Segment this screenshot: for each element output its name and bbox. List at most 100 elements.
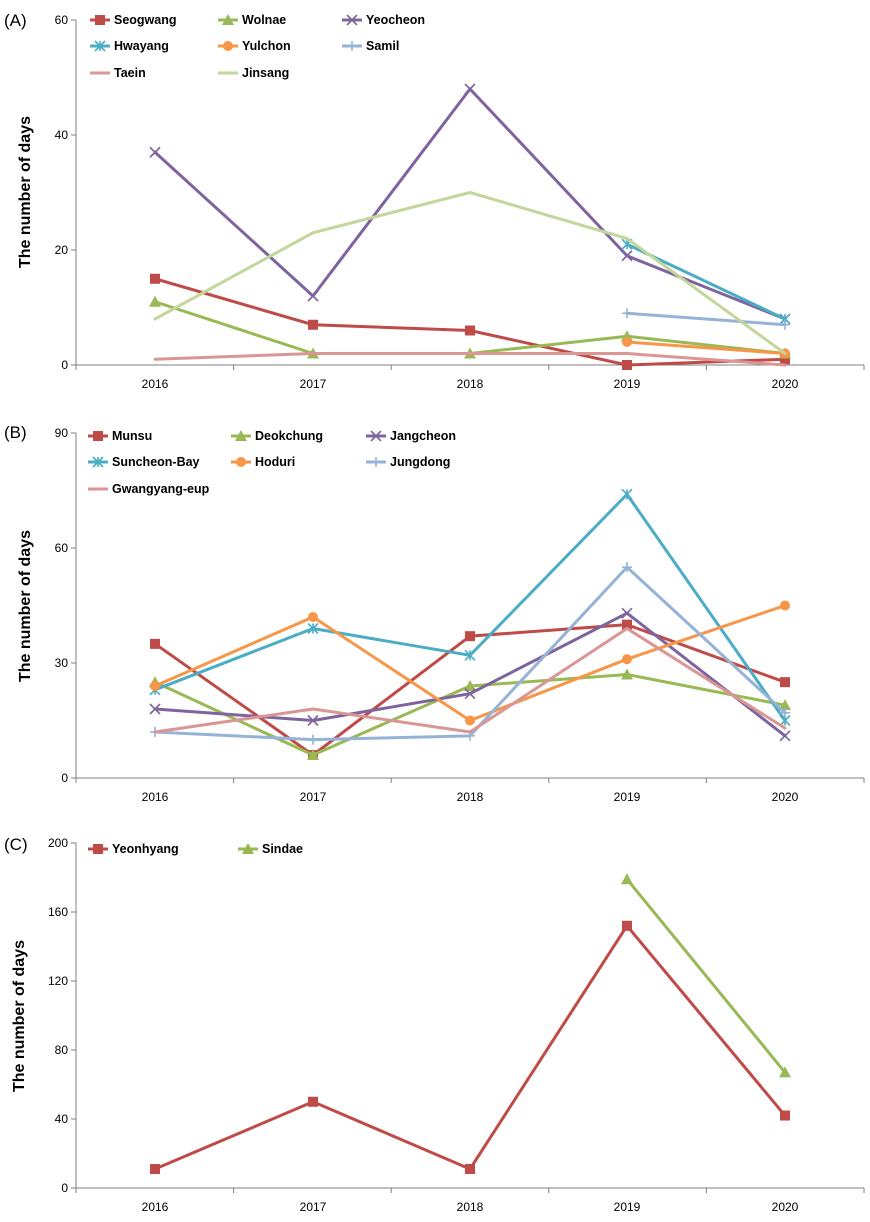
legend-label-deokchung: Deokchung xyxy=(255,429,323,443)
data-point-munsu xyxy=(780,677,790,688)
series-line-jinsang xyxy=(153,191,787,355)
series-seogwang xyxy=(150,273,790,370)
data-point-munsu xyxy=(150,638,160,649)
data-point-sindae xyxy=(621,873,633,885)
panel-c-y-tick-label: 80 xyxy=(55,1043,69,1057)
series-hoduri xyxy=(150,600,790,726)
panel-a-plot-area xyxy=(71,14,865,370)
data-point-seogwang xyxy=(150,273,160,284)
data-point-hoduri xyxy=(308,612,318,622)
legend-label-sindae: Sindae xyxy=(262,842,303,856)
legend-label-jangcheon: Jangcheon xyxy=(390,429,456,443)
legend-marker-seogwang xyxy=(95,15,105,25)
data-point-yeocheon xyxy=(621,250,633,262)
data-point-suncheon-bay xyxy=(307,622,319,635)
panel-c-y-tick-label: 0 xyxy=(61,1181,68,1195)
data-point-jangcheon xyxy=(621,607,633,619)
legend-marker-sindae xyxy=(242,843,254,854)
legend-label-wolnae: Wolnae xyxy=(242,13,286,27)
legend-label-hwayang: Hwayang xyxy=(114,39,169,53)
panel-b-label: (B) xyxy=(4,423,27,442)
series-line-yeonhyang xyxy=(153,924,787,1171)
data-point-jangcheon xyxy=(779,730,791,742)
panel-c: (C) The number of days 0 40 80 120 160 2… xyxy=(4,835,865,1214)
legend-marker-wolnae xyxy=(222,14,234,25)
data-point-yeonhyang xyxy=(622,920,632,931)
legend-label-hoduri: Hoduri xyxy=(255,455,295,469)
panel-c-y-tick-label: 160 xyxy=(48,905,68,919)
panel-b-plot-area xyxy=(71,430,865,783)
data-point-yeocheon xyxy=(464,83,476,95)
panel-c-x-tick-label: 2016 xyxy=(142,1200,169,1214)
data-point-seogwang xyxy=(622,360,632,370)
data-point-yeonhyang xyxy=(308,1096,318,1107)
legend-marker-hoduri xyxy=(236,457,246,467)
data-point-munsu xyxy=(622,619,632,630)
panel-c-x-tick-label: 2018 xyxy=(457,1200,484,1214)
series-deokchung xyxy=(149,668,791,760)
data-point-jungdong xyxy=(780,707,790,718)
data-point-hoduri xyxy=(150,681,160,691)
data-point-jangcheon xyxy=(307,714,319,727)
panel-b-legend: Munsu Deokchung Jangcheon Suncheon-Bay H… xyxy=(112,429,456,496)
panel-c-y-axis-title: The number of days xyxy=(11,940,28,1092)
data-point-yeocheon xyxy=(307,290,319,302)
data-point-hoduri xyxy=(465,715,475,726)
data-point-seogwang xyxy=(465,325,475,336)
data-point-wolnae xyxy=(149,295,161,307)
data-point-deokchung xyxy=(307,749,319,760)
legend-marker-jangcheon xyxy=(370,430,382,442)
panel-b-x-tick-label: 2019 xyxy=(614,790,641,804)
panel-b-x-tick-label: 2017 xyxy=(300,790,327,804)
panel-b-y-tick-label: 90 xyxy=(55,426,69,440)
series-yulchon xyxy=(622,337,790,359)
data-point-seogwang xyxy=(308,319,318,330)
panel-b-x-tick-label: 2020 xyxy=(772,790,799,804)
series-jinsang xyxy=(153,191,787,355)
panel-b-x-tick-label: 2018 xyxy=(457,790,484,804)
data-point-hoduri xyxy=(780,600,790,611)
legend-marker-deokchung xyxy=(235,430,247,441)
panel-c-plot-area xyxy=(71,842,865,1193)
data-point-jungdong xyxy=(622,562,632,573)
legend-marker-hwayang xyxy=(94,40,106,52)
panel-c-label: (C) xyxy=(4,835,28,854)
panel-c-y-tick-label: 40 xyxy=(55,1112,69,1126)
panel-a: (A) The number of days 0 20 40 60 2016 2… xyxy=(4,11,865,391)
series-yeonhyang xyxy=(150,920,790,1175)
series-line-gwangyang-eup xyxy=(153,627,787,734)
panel-b-x-tick-label: 2016 xyxy=(142,790,169,804)
data-point-sindae xyxy=(779,1066,791,1078)
data-point-jungdong xyxy=(308,734,318,745)
legend-label-gwangyang-eup: Gwangyang-eup xyxy=(112,482,210,496)
data-point-munsu xyxy=(465,631,475,642)
panel-a-y-tick-label: 40 xyxy=(55,128,69,142)
data-point-deokchung xyxy=(621,668,633,680)
panel-b: (B) The number of days 0 30 60 90 2016 2… xyxy=(4,423,865,804)
panel-a-y-axis-title: The number of days xyxy=(17,116,34,268)
legend-marker-yulchon xyxy=(223,41,233,51)
panel-a-y-tick-label: 0 xyxy=(61,358,68,372)
legend-marker-yeocheon xyxy=(346,14,358,26)
series-taein xyxy=(153,352,787,367)
panel-c-legend: Yeonhyang Sindae xyxy=(112,842,303,856)
series-line-taein xyxy=(153,352,787,367)
legend-label-jungdong: Jungdong xyxy=(390,455,450,469)
legend-label-suncheon-bay: Suncheon-Bay xyxy=(112,455,200,469)
data-point-yeonhyang xyxy=(465,1164,475,1175)
data-point-yeocheon xyxy=(149,146,161,158)
data-point-deokchung xyxy=(779,699,791,711)
panel-c-x-tick-label: 2017 xyxy=(300,1200,327,1214)
panel-b-y-tick-label: 60 xyxy=(55,541,69,555)
data-point-jangcheon xyxy=(464,688,476,700)
data-point-jangcheon xyxy=(149,703,161,715)
series-samil xyxy=(622,308,790,330)
panel-a-legend: Seogwang Wolnae Yeocheon Hwayang Yulchon… xyxy=(114,13,425,80)
legend-marker-samil xyxy=(347,41,357,51)
data-point-yulchon xyxy=(622,337,632,347)
series-gwangyang-eup xyxy=(153,627,787,734)
legend-label-jinsang: Jinsang xyxy=(242,66,289,80)
panel-a-x-tick-label: 2019 xyxy=(614,377,641,391)
series-line-samil xyxy=(625,311,787,327)
panel-a-x-tick-label: 2016 xyxy=(142,377,169,391)
